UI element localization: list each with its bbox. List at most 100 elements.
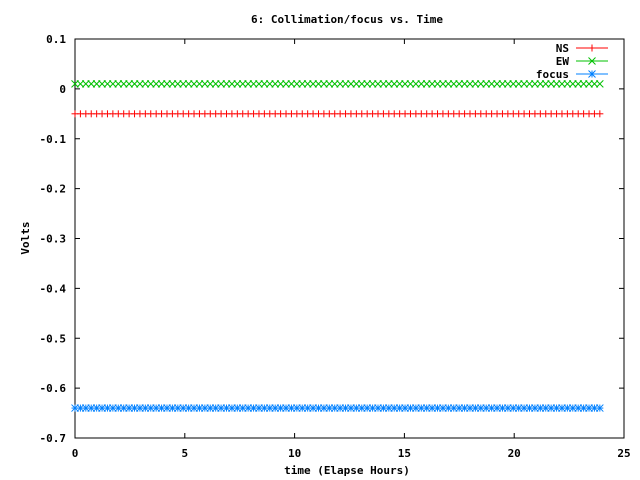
data-point (558, 404, 566, 412)
x-tick-label: 5 (181, 447, 188, 460)
series-ew (71, 80, 604, 88)
data-point (87, 404, 96, 412)
x-tick-label: 0 (72, 447, 79, 460)
data-point (314, 404, 323, 412)
data-point (114, 80, 123, 88)
data-point (476, 80, 485, 88)
data-point (444, 80, 453, 88)
data-point (433, 80, 442, 88)
data-point (579, 80, 588, 88)
data-point (347, 80, 355, 88)
data-point (233, 404, 242, 412)
axis-ticks: 0 5 10 15 20 25 0.1 0 -0.1 -0.2 -0.3 -0.4 -0.5 -0.6 -0… (40, 33, 631, 460)
data-point (298, 404, 307, 412)
data-point (374, 80, 382, 88)
data-point (314, 80, 323, 88)
data-point (552, 80, 561, 88)
data-point (303, 80, 312, 88)
data-point (92, 80, 101, 88)
plot-frame (74, 38, 625, 439)
data-point (130, 404, 139, 412)
data-point (141, 404, 150, 412)
data-point (568, 80, 577, 88)
data-point (428, 404, 436, 412)
data-point (163, 404, 171, 412)
data-point (498, 80, 507, 88)
series-focus (71, 404, 604, 412)
data-point (595, 80, 604, 88)
data-point (271, 80, 280, 88)
data-point (265, 404, 274, 412)
data-point (136, 80, 144, 88)
data-point (276, 80, 285, 88)
data-point (487, 80, 496, 88)
legend-item-focus: focus (536, 68, 608, 81)
data-point (579, 404, 588, 412)
y-tick-label: 0.1 (46, 33, 66, 46)
data-point (211, 80, 220, 88)
data-point (125, 404, 133, 412)
data-point (179, 80, 188, 88)
data-point (563, 404, 572, 412)
data-point (146, 80, 155, 88)
data-point (276, 404, 285, 412)
data-point (498, 404, 507, 412)
data-point (201, 80, 209, 88)
data-point (395, 80, 404, 88)
data-point (282, 80, 290, 88)
data-point (217, 404, 225, 412)
data-point (238, 80, 247, 88)
data-point (422, 80, 431, 88)
data-point (228, 404, 236, 412)
data-point (190, 404, 198, 412)
data-point (109, 80, 117, 88)
data-point (471, 80, 480, 88)
data-point (211, 404, 220, 412)
data-point (190, 80, 198, 88)
data-point (428, 80, 436, 88)
data-point (509, 80, 518, 88)
data-point (292, 80, 301, 88)
data-point (222, 80, 231, 88)
y-axis-label: Volts (19, 221, 32, 254)
data-point (401, 80, 409, 88)
data-point (368, 80, 377, 88)
data-point (439, 80, 447, 88)
data-point (81, 80, 90, 88)
data-point (379, 80, 388, 88)
data-point (444, 404, 453, 412)
data-point (552, 404, 561, 412)
y-tick-label: -0.7 (40, 432, 67, 445)
data-point (504, 80, 512, 88)
data-point (255, 80, 263, 88)
data-point (574, 80, 583, 88)
data-point (249, 404, 258, 412)
data-point (595, 404, 604, 412)
data-point (330, 80, 339, 88)
data-point (563, 80, 572, 88)
data-point (271, 404, 280, 412)
data-point (455, 80, 464, 88)
legend-item-ew: EW (556, 55, 608, 68)
data-point (547, 80, 556, 88)
legend-label: NS (556, 42, 569, 55)
data-point (536, 80, 545, 88)
data-point (309, 80, 317, 88)
data-point (119, 404, 128, 412)
data-point (195, 80, 204, 88)
data-point (103, 80, 112, 88)
data-point (525, 80, 534, 88)
data-point (363, 80, 372, 88)
data-point (87, 80, 96, 88)
legend-label: EW (556, 55, 570, 68)
data-point (590, 404, 599, 412)
series-ns (71, 110, 604, 118)
data-point (163, 80, 171, 88)
data-point (390, 404, 399, 412)
data-point (390, 80, 399, 88)
chart-title: 6: Collimation/focus vs. Time (251, 13, 443, 26)
y-tick-label: -0.3 (40, 233, 67, 246)
data-point (330, 404, 339, 412)
